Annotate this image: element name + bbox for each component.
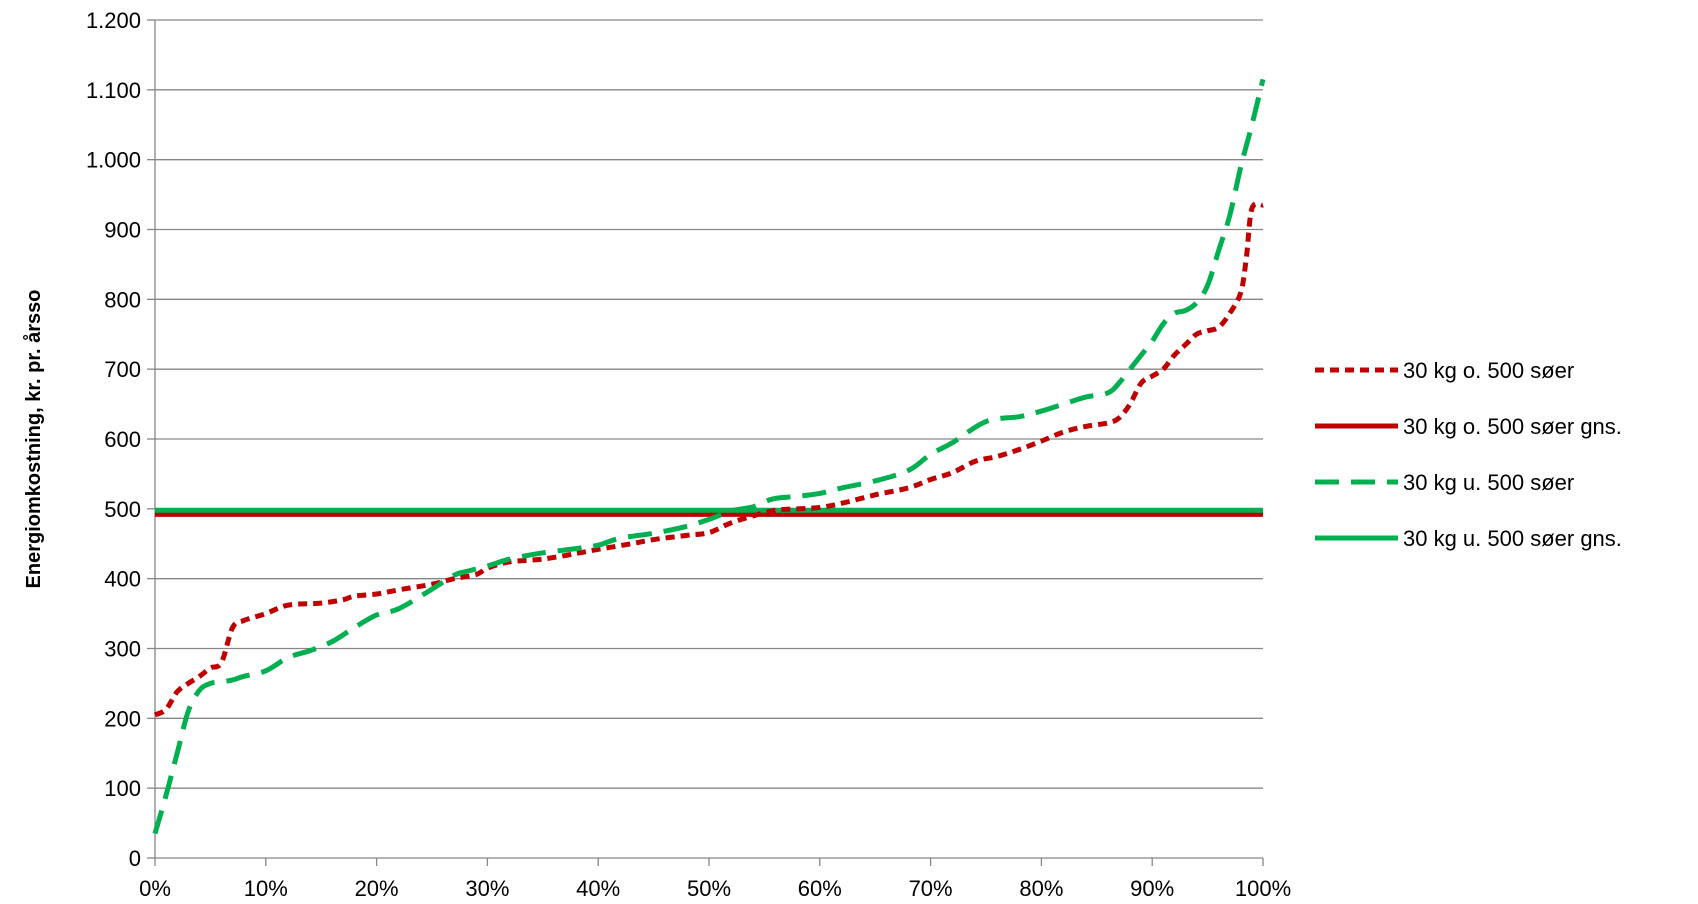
legend-label: 30 kg u. 500 søer gns. [1403, 526, 1622, 551]
y-tick-label: 300 [104, 637, 141, 662]
x-tick-label: 20% [355, 876, 399, 901]
y-tick-label: 500 [104, 497, 141, 522]
x-tick-label: 70% [909, 876, 953, 901]
x-tick-labels: 0% 10% 20% 30% 40% 50% 60% 70% 80% 90% 100% [139, 876, 1291, 901]
y-tick-label: 800 [104, 287, 141, 312]
y-axis-title: Energiomkostning, kr. pr. årsso [22, 290, 45, 589]
legend-label: 30 kg u. 500 søer [1403, 470, 1574, 495]
legend: 30 kg o. 500 søer 30 kg o. 500 søer gns. 3… [1315, 358, 1622, 551]
y-tick-label: 100 [104, 776, 141, 801]
series-line [152, 78, 1266, 835]
x-tick-label: 60% [798, 876, 842, 901]
x-tick-label: 90% [1130, 876, 1174, 901]
x-tick-label: 80% [1019, 876, 1063, 901]
x-tick-label: 30% [465, 876, 509, 901]
legend-label: 30 kg o. 500 søer gns. [1403, 414, 1622, 439]
y-tick-labels: 0 100 200 300 400 500 600 700 800 900 1.000 1.100 1.… [86, 8, 141, 871]
x-tick-label: 40% [576, 876, 620, 901]
y-tick-label: 400 [104, 567, 141, 592]
y-tick-label: 700 [104, 357, 141, 382]
y-tick-label: 600 [104, 427, 141, 452]
gridlines [147, 19, 1263, 859]
y-tick-label: 1.200 [86, 8, 141, 33]
x-tick-label: 50% [687, 876, 731, 901]
y-tick-label: 1.000 [86, 148, 141, 173]
x-tick-label: 10% [244, 876, 288, 901]
series-lines [152, 78, 1266, 835]
y-tick-label: 200 [104, 706, 141, 731]
axes [154, 20, 1264, 866]
legend-label: 30 kg o. 500 søer [1403, 358, 1574, 383]
x-tick-label: 0% [139, 876, 171, 901]
y-tick-label: 1.100 [86, 78, 141, 103]
series-line [153, 201, 1264, 718]
y-tick-label: 0 [129, 846, 141, 871]
y-tick-label: 900 [104, 218, 141, 243]
x-tick-label: 100% [1235, 876, 1291, 901]
